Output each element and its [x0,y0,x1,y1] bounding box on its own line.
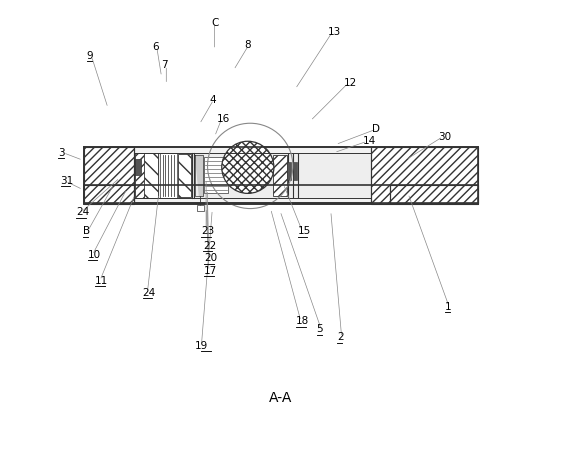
Bar [135,159,140,175]
Text: 15: 15 [298,226,311,237]
Text: 31: 31 [61,176,74,186]
Bar [178,154,191,197]
Text: C: C [211,18,218,28]
Text: 23: 23 [201,226,215,237]
Text: 17: 17 [204,266,217,276]
Bar [144,153,158,198]
Text: 19: 19 [195,341,208,351]
Polygon shape [194,155,203,196]
Text: 8: 8 [244,40,251,50]
Text: 14: 14 [362,136,376,146]
Bar [371,147,478,204]
Bar [204,157,228,193]
Text: A-A: A-A [269,391,293,405]
Text: 18: 18 [296,316,310,327]
Bar [134,153,371,198]
Bar [84,147,478,204]
Text: 7: 7 [161,60,168,71]
Text: D: D [372,124,380,134]
Bar [287,162,291,180]
Text: 24: 24 [76,207,89,218]
Bar [293,162,297,180]
Bar [135,153,158,198]
Bar [273,155,287,196]
Text: B: B [83,226,90,237]
Text: 5: 5 [316,324,323,335]
Text: 20: 20 [204,253,217,264]
Text: 11: 11 [95,275,108,286]
Text: 4: 4 [209,94,216,105]
Bar [84,185,478,203]
Bar [84,185,134,203]
Text: 12: 12 [343,78,357,88]
Text: 10: 10 [88,250,101,260]
Circle shape [222,141,274,193]
Text: 30: 30 [438,131,451,142]
Bar [197,205,204,211]
Bar [160,153,176,198]
Text: 16: 16 [217,113,230,124]
Bar [84,147,134,204]
Bar [390,185,478,203]
Text: 24: 24 [143,288,156,298]
Text: 13: 13 [328,27,341,37]
Text: 3: 3 [58,147,65,158]
Text: 9: 9 [87,51,93,61]
Text: 2: 2 [337,332,343,343]
Text: 6: 6 [152,42,158,53]
Text: 22: 22 [203,240,216,251]
Text: 1: 1 [445,302,451,312]
